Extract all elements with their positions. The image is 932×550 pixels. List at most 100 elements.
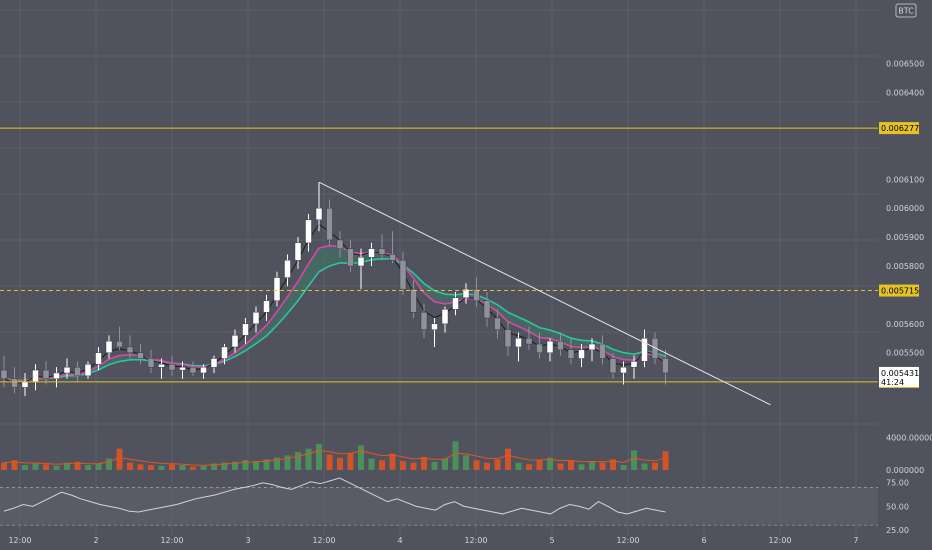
volume-pane: 4000.000000 0.000000 (1, 433, 932, 475)
candle-body (336, 239, 344, 249)
candle-body (42, 369, 50, 379)
candle-body (284, 260, 291, 278)
volume-bar (232, 461, 238, 470)
candle-body (137, 352, 144, 359)
last-price-countdown: 41:24 (881, 378, 904, 387)
volume-bar (22, 465, 28, 470)
candle-body (525, 338, 533, 345)
candle-body (147, 358, 155, 368)
volume-bar (43, 464, 49, 470)
candle-body (326, 207, 333, 241)
rsi-axis-tick: 50.00 (886, 502, 909, 511)
volume-bar (253, 461, 259, 470)
volume-bar (137, 464, 144, 470)
candle-body (189, 366, 197, 374)
rsi-axis-tick: 75.00 (886, 479, 909, 488)
volume-bar (494, 459, 501, 470)
price-axis-tick: 0.006500 (886, 60, 924, 69)
candle-body (378, 248, 386, 255)
last-price-badge (879, 366, 919, 387)
price-axis-tick: 0.005900 (886, 233, 924, 242)
volume-bar (169, 464, 175, 470)
candle-body (305, 219, 312, 244)
candle-body (74, 366, 81, 377)
candle-body (84, 364, 92, 377)
rsi-axis-tick: 25.00 (886, 526, 909, 535)
volume-bar (452, 441, 459, 470)
rsi-band (0, 487, 878, 526)
volume-bar (400, 461, 406, 470)
candle-body (368, 248, 375, 258)
candle-body (294, 242, 302, 261)
price-axis-tick: 0.006100 (886, 175, 924, 184)
level-price-label: 0.006277 (881, 124, 919, 133)
volume-bar (368, 458, 375, 470)
time-axis[interactable]: 12:00 2 12:00 3 12:00 4 12:00 5 12:00 6 12:00 7 (8, 536, 858, 545)
volume-bar (242, 460, 249, 470)
volume-bar (284, 455, 291, 470)
time-axis-tick: 7 (853, 536, 858, 545)
time-axis-tick: 12:00 (160, 536, 183, 545)
candle-body (431, 323, 438, 330)
candle-body (158, 364, 165, 368)
time-axis-tick: 12:00 (616, 536, 639, 545)
volume-bar (211, 463, 217, 470)
rsi-line (3, 477, 666, 515)
volume-bar (589, 461, 595, 470)
candle-body (410, 288, 417, 313)
candle-body (599, 343, 606, 359)
candle-body (588, 343, 596, 351)
candle-body (315, 207, 323, 220)
volume-bar (662, 451, 669, 470)
time-axis-tick: 6 (701, 536, 706, 545)
currency-badge: BTC (895, 3, 917, 18)
time-axis-tick: 12:00 (312, 536, 335, 545)
volume-bar (95, 463, 102, 470)
volume-bar (53, 465, 60, 470)
volume-bar (421, 456, 427, 470)
volume-bar (410, 462, 417, 470)
candle-body (651, 338, 659, 359)
price-axis[interactable]: 0.006500 0.006400 0.006100 0.006000 0.005900… (886, 60, 924, 358)
candle-body (231, 335, 239, 348)
candle-body (357, 257, 365, 267)
trendline-drawing[interactable] (318, 181, 771, 406)
candle-body (347, 248, 354, 267)
candle-body (179, 366, 186, 371)
volume-bar (568, 460, 574, 470)
candle-body (494, 317, 501, 330)
candle-body (504, 329, 512, 348)
candle-body (399, 260, 407, 290)
volume-bar (557, 463, 564, 470)
candle-body (452, 297, 459, 310)
volume-bar (505, 448, 511, 470)
candle-body (168, 364, 176, 371)
candle-body (242, 323, 249, 336)
trendline (318, 181, 771, 406)
volume-bar (526, 464, 532, 470)
time-axis-tick: 12:00 (768, 536, 791, 545)
candle-body (515, 338, 522, 348)
candle-body (11, 378, 18, 388)
candle-body (116, 340, 123, 348)
volume-bar (274, 457, 280, 470)
volume-bar (106, 458, 112, 470)
candle-body (557, 340, 564, 351)
volume-ma-line (3, 449, 666, 466)
ema-slow-line (3, 258, 666, 382)
level-price-badge (879, 284, 919, 297)
candle-body (609, 358, 617, 374)
volume-bar (599, 462, 606, 470)
time-axis-tick: 12:00 (464, 536, 487, 545)
volume-bar (316, 443, 322, 470)
volume-bar (116, 448, 123, 470)
volume-bar (389, 453, 396, 470)
volume-bar (11, 460, 18, 470)
candle-body (32, 369, 39, 382)
candle-body (95, 352, 102, 365)
candle-body (263, 300, 270, 313)
time-axis-tick: 3 (245, 536, 250, 545)
candle-body (441, 309, 449, 325)
